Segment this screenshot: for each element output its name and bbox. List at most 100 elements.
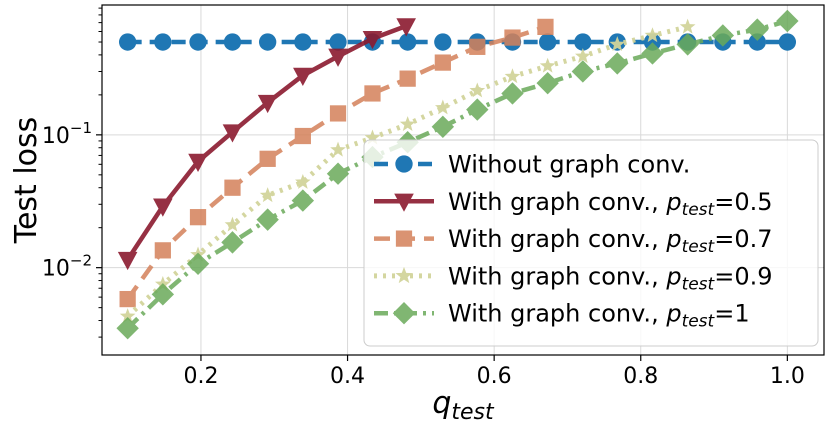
y-tick-label-exponent: −2 bbox=[70, 252, 92, 270]
data-point-square bbox=[469, 38, 486, 55]
data-point-triangle-down bbox=[188, 153, 208, 173]
data-point-star bbox=[259, 187, 276, 203]
data-point-diamond bbox=[466, 98, 489, 121]
legend-label-sub: test bbox=[682, 200, 716, 220]
x-tick-label: 1.0 bbox=[770, 364, 805, 389]
legend-entry bbox=[374, 155, 434, 173]
series-triangle-down bbox=[117, 18, 416, 271]
data-point-diamond bbox=[186, 252, 210, 275]
data-point-square bbox=[537, 18, 554, 36]
data-point-star bbox=[469, 82, 486, 98]
data-point-diamond bbox=[676, 33, 699, 56]
y-axis-ticks: 10−210−1 bbox=[42, 7, 102, 338]
data-point-star bbox=[504, 68, 521, 84]
legend-label-var: p bbox=[665, 188, 681, 216]
data-point-triangle-down bbox=[396, 18, 416, 37]
x-axis-title: qtest bbox=[432, 386, 495, 424]
data-point-circle bbox=[398, 33, 417, 51]
data-point-diamond bbox=[606, 52, 629, 75]
series-circle bbox=[118, 33, 797, 51]
data-point-star bbox=[119, 308, 136, 324]
data-point-circle bbox=[778, 33, 797, 51]
legend: Without graph conv.With graph conv., pte… bbox=[363, 139, 819, 347]
legend-label: With graph conv., ptest=0.5 bbox=[448, 188, 773, 220]
legend-swatch-marker bbox=[392, 302, 416, 325]
data-point-diamond bbox=[116, 317, 139, 340]
legend-label-text: Without graph conv. bbox=[448, 151, 690, 179]
y-axis-title: Test loss bbox=[9, 117, 44, 245]
y-tick-label: 10−2 bbox=[42, 252, 92, 282]
data-point-circle bbox=[189, 33, 207, 51]
x-tick-label: 0.4 bbox=[330, 364, 365, 389]
data-point-diamond bbox=[501, 82, 524, 105]
data-point-square bbox=[259, 150, 276, 167]
plot-series bbox=[116, 9, 799, 340]
plot-frame bbox=[101, 4, 825, 356]
x-axis-ticks: 0.2 0.4 0.6 0.8 1.0 bbox=[183, 355, 805, 389]
x-axis-title-main: q bbox=[432, 386, 451, 421]
legend-label: With graph conv., ptest=0.7 bbox=[448, 225, 773, 257]
series-square bbox=[119, 18, 554, 308]
legend-label-text: With graph conv., bbox=[448, 188, 666, 216]
data-point-circle bbox=[643, 33, 662, 51]
data-point-diamond bbox=[641, 42, 664, 65]
data-point-circle bbox=[258, 33, 277, 51]
data-point-square bbox=[399, 70, 416, 87]
data-point-triangle-down bbox=[293, 67, 313, 86]
legend-label-value: =1 bbox=[714, 300, 749, 328]
data-point-square bbox=[119, 290, 136, 308]
legend-box bbox=[363, 139, 819, 347]
data-point-square bbox=[224, 179, 241, 196]
data-point-circle bbox=[118, 33, 137, 51]
data-point-star bbox=[399, 116, 416, 132]
data-point-triangle-down bbox=[222, 124, 243, 143]
y-tick-label-base: 10 bbox=[42, 257, 70, 282]
x-axis-title-sub: test bbox=[451, 400, 495, 424]
legend-label-sub: test bbox=[682, 312, 716, 332]
data-point-circle bbox=[538, 33, 557, 51]
data-point-star bbox=[609, 36, 626, 52]
data-point-square bbox=[154, 242, 171, 259]
y-tick-label-exponent: −1 bbox=[70, 119, 92, 137]
legend-label: With graph conv., ptest=0.9 bbox=[448, 262, 773, 294]
legend-swatch-marker bbox=[395, 155, 413, 173]
data-point-diamond bbox=[711, 24, 735, 47]
data-point-diamond bbox=[536, 71, 559, 95]
data-point-square bbox=[434, 54, 451, 71]
y-tick-label: 10−1 bbox=[42, 119, 92, 149]
data-point-diamond bbox=[221, 231, 244, 254]
data-point-square bbox=[294, 127, 311, 145]
legend-label-var: p bbox=[665, 262, 681, 290]
x-tick-label: 0.6 bbox=[477, 364, 512, 389]
data-point-square bbox=[329, 105, 347, 122]
legend-swatch-marker bbox=[394, 193, 414, 212]
data-point-triangle-down bbox=[362, 30, 383, 50]
legend-label-text: With graph conv., bbox=[448, 225, 666, 253]
data-point-circle bbox=[574, 33, 592, 51]
data-point-diamond bbox=[746, 18, 769, 41]
legend-label-value: =0.5 bbox=[714, 188, 772, 216]
data-point-circle bbox=[154, 33, 172, 51]
data-point-square bbox=[504, 29, 521, 46]
legend-label-sub: test bbox=[682, 274, 716, 294]
legend-label: Without graph conv. bbox=[448, 151, 690, 179]
legend-entry bbox=[374, 266, 434, 284]
legend-entry bbox=[374, 193, 434, 212]
legend-label: With graph conv., ptest=1 bbox=[448, 300, 750, 332]
legend-label-text: With graph conv., bbox=[448, 300, 666, 328]
data-point-star bbox=[330, 141, 346, 157]
data-point-triangle-down bbox=[328, 48, 348, 67]
data-point-circle bbox=[223, 33, 242, 51]
data-point-diamond bbox=[151, 283, 175, 306]
legend-label-var: p bbox=[665, 300, 681, 328]
y-tick-label-base: 10 bbox=[42, 124, 70, 149]
data-point-triangle-down bbox=[153, 198, 173, 217]
data-point-star bbox=[364, 129, 381, 145]
data-point-square bbox=[189, 209, 207, 226]
legend-swatch-marker bbox=[395, 266, 413, 284]
data-point-circle bbox=[434, 33, 452, 51]
data-point-circle bbox=[294, 33, 312, 51]
data-point-star bbox=[644, 27, 661, 43]
x-tick-label: 0.2 bbox=[183, 364, 218, 389]
data-point-triangle-down bbox=[257, 94, 278, 114]
